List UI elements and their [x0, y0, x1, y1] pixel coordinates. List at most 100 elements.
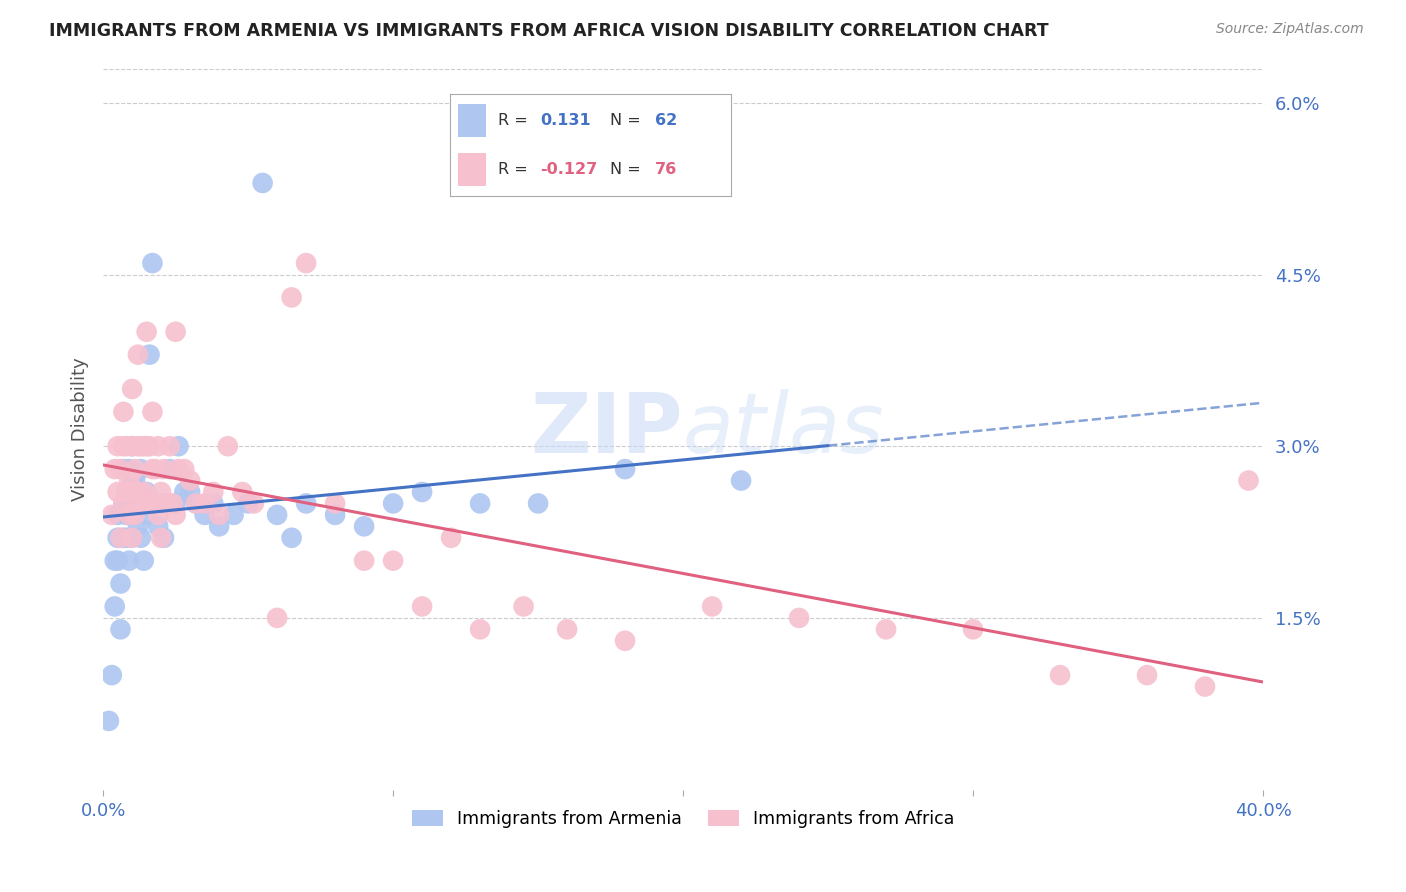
- Point: [962, 623, 984, 637]
- Point: [143, 496, 166, 510]
- Point: [121, 531, 143, 545]
- Point: [107, 554, 129, 568]
- Point: [1237, 474, 1260, 488]
- Point: [382, 496, 405, 510]
- Point: [1136, 668, 1159, 682]
- Point: [1194, 680, 1216, 694]
- Point: [104, 462, 127, 476]
- Point: [129, 496, 152, 510]
- Point: [110, 531, 132, 545]
- Point: [236, 496, 259, 510]
- Legend: Immigrants from Armenia, Immigrants from Africa: Immigrants from Armenia, Immigrants from…: [405, 803, 962, 835]
- Point: [222, 508, 245, 522]
- Point: [700, 599, 723, 614]
- Point: [121, 439, 143, 453]
- Point: [112, 405, 135, 419]
- Point: [614, 633, 637, 648]
- Point: [173, 485, 195, 500]
- Point: [112, 439, 135, 453]
- Point: [411, 485, 433, 500]
- Point: [148, 519, 170, 533]
- Point: [129, 439, 152, 453]
- Point: [112, 496, 135, 510]
- Point: [159, 462, 181, 476]
- Point: [153, 462, 176, 476]
- Point: [150, 496, 173, 510]
- Point: [107, 485, 129, 500]
- Point: [104, 599, 127, 614]
- Point: [118, 462, 141, 476]
- Point: [440, 531, 463, 545]
- Point: [127, 348, 149, 362]
- Point: [138, 348, 160, 362]
- Text: atlas: atlas: [683, 389, 884, 469]
- Point: [202, 485, 225, 500]
- Point: [135, 325, 157, 339]
- Point: [156, 496, 179, 510]
- Point: [150, 485, 173, 500]
- Point: [132, 439, 155, 453]
- Point: [143, 496, 166, 510]
- Point: [184, 496, 207, 510]
- Text: ZIP: ZIP: [530, 389, 683, 469]
- Point: [1049, 668, 1071, 682]
- Point: [115, 485, 138, 500]
- Point: [135, 439, 157, 453]
- Point: [165, 496, 187, 510]
- Point: [162, 496, 184, 510]
- Point: [194, 496, 217, 510]
- Point: [121, 439, 143, 453]
- Point: [112, 496, 135, 510]
- Point: [124, 508, 146, 522]
- Point: [112, 462, 135, 476]
- Text: R =: R =: [498, 112, 527, 128]
- Point: [118, 508, 141, 522]
- Point: [97, 714, 120, 728]
- Point: [135, 496, 157, 510]
- Point: [132, 485, 155, 500]
- Point: [243, 496, 266, 510]
- Point: [138, 439, 160, 453]
- Point: [231, 485, 253, 500]
- Point: [132, 554, 155, 568]
- Point: [165, 508, 187, 522]
- Point: [124, 462, 146, 476]
- Point: [118, 474, 141, 488]
- Point: [107, 439, 129, 453]
- FancyBboxPatch shape: [458, 104, 486, 136]
- Point: [555, 623, 578, 637]
- Point: [323, 508, 346, 522]
- Point: [110, 623, 132, 637]
- Point: [101, 668, 124, 682]
- Point: [107, 531, 129, 545]
- Point: [141, 405, 163, 419]
- Point: [280, 290, 302, 304]
- Point: [129, 462, 152, 476]
- Point: [135, 508, 157, 522]
- Point: [208, 519, 231, 533]
- Point: [730, 474, 752, 488]
- Point: [138, 496, 160, 510]
- Point: [217, 439, 239, 453]
- Point: [104, 554, 127, 568]
- Point: [138, 496, 160, 510]
- Point: [121, 531, 143, 545]
- Text: 0.131: 0.131: [540, 112, 591, 128]
- Point: [411, 599, 433, 614]
- Point: [127, 519, 149, 533]
- Point: [112, 531, 135, 545]
- Text: IMMIGRANTS FROM ARMENIA VS IMMIGRANTS FROM AFRICA VISION DISABILITY CORRELATION : IMMIGRANTS FROM ARMENIA VS IMMIGRANTS FR…: [49, 22, 1049, 40]
- Point: [202, 496, 225, 510]
- Point: [121, 474, 143, 488]
- Point: [127, 439, 149, 453]
- Point: [252, 176, 274, 190]
- Point: [614, 462, 637, 476]
- Text: N =: N =: [610, 162, 641, 178]
- Text: -0.127: -0.127: [540, 162, 598, 178]
- Point: [266, 508, 288, 522]
- Point: [266, 611, 288, 625]
- Point: [179, 474, 201, 488]
- Point: [382, 554, 405, 568]
- Text: R =: R =: [498, 162, 527, 178]
- Point: [194, 508, 217, 522]
